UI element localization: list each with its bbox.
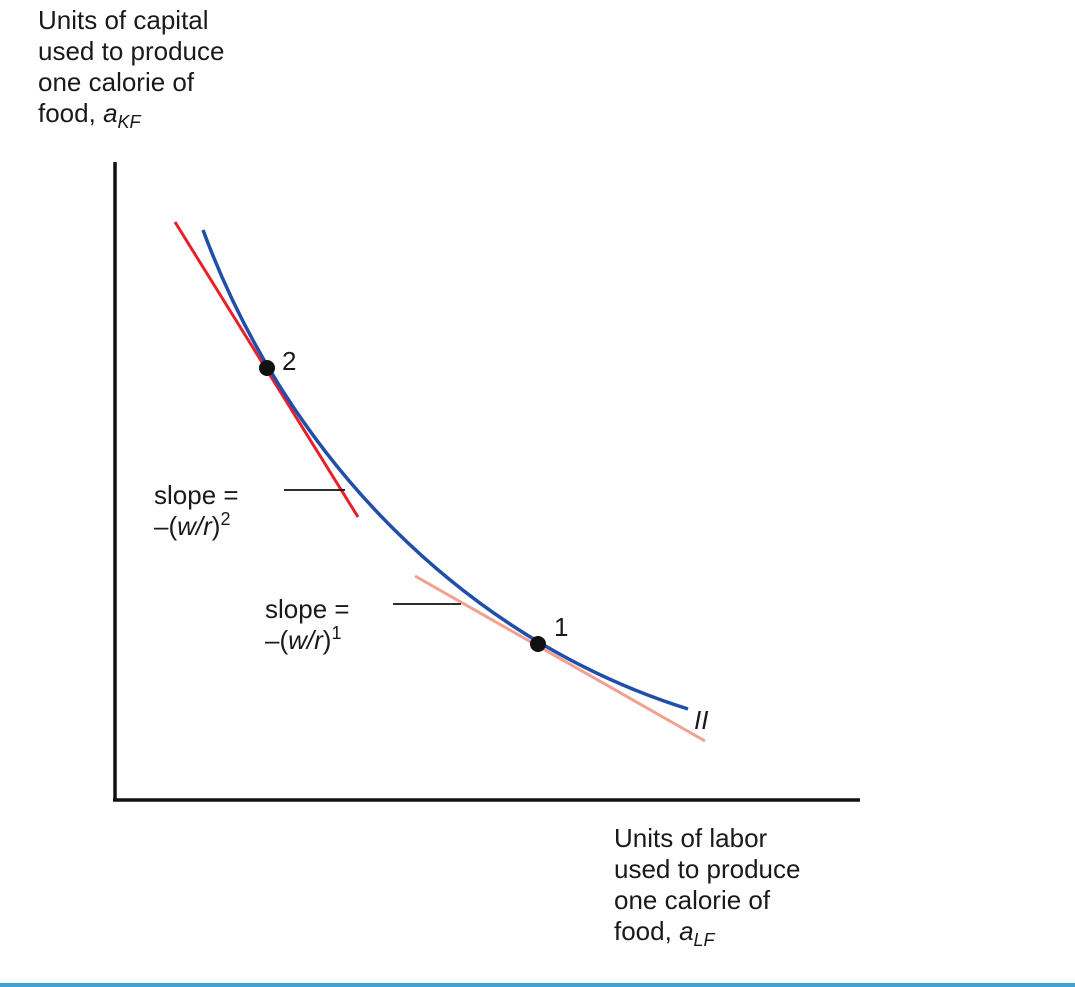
slope-2-label-line-1: slope =	[154, 480, 239, 510]
x-axis-title-line-1: Units of labor	[614, 823, 768, 853]
isoquant-curve-label: II	[694, 705, 709, 735]
x-axis-title-line-3: one calorie of	[614, 885, 771, 915]
point-1-marker	[530, 636, 546, 652]
y-axis-title-line-3: one calorie of	[38, 67, 195, 97]
x-axis-title-line-4-text: food,	[614, 916, 680, 946]
point-1-label: 1	[554, 612, 569, 642]
slope-2-symbol: w/r	[177, 511, 212, 541]
y-axis-title-line-4-text: food,	[38, 98, 104, 128]
slope-1-label: slope = –(w/r)1	[265, 594, 425, 656]
x-axis-subscript: LF	[693, 930, 715, 950]
slope-1-suffix: )	[322, 625, 332, 655]
y-axis-title-line-4: food, aKF	[38, 98, 338, 132]
x-axis-title: Units of labor used to produce one calor…	[614, 823, 914, 950]
point-2-marker	[259, 360, 275, 376]
slope-2-label: slope = –(w/r)2	[154, 480, 314, 542]
point-2-label: 2	[282, 346, 297, 376]
slope-2-prefix: –(	[154, 511, 178, 541]
x-axis-title-line-2: used to produce	[614, 854, 801, 884]
isoquant-curve-ii	[201, 229, 689, 711]
y-axis-title-line-2: used to produce	[38, 36, 225, 66]
slope-1-exponent: 1	[331, 623, 342, 643]
slope-2-label-line-2: –(w/r)2	[154, 509, 314, 542]
slope-1-label-line-1: slope =	[265, 594, 350, 624]
y-axis-symbol: a	[103, 98, 118, 128]
slope-1-symbol: w/r	[288, 625, 323, 655]
slope-2-exponent: 2	[220, 509, 231, 529]
tangent-line-slope-1	[414, 574, 706, 743]
bottom-divider	[0, 983, 1075, 987]
slope-1-prefix: –(	[265, 625, 289, 655]
y-axis-title: Units of capital used to produce one cal…	[38, 5, 338, 132]
x-axis-title-line-4: food, aLF	[614, 916, 914, 950]
y-axis-subscript: KF	[117, 112, 141, 132]
slope-1-label-line-2: –(w/r)1	[265, 623, 425, 656]
x-axis-symbol: a	[679, 916, 694, 946]
y-axis-title-line-1: Units of capital	[38, 5, 209, 35]
slope-2-suffix: )	[211, 511, 221, 541]
